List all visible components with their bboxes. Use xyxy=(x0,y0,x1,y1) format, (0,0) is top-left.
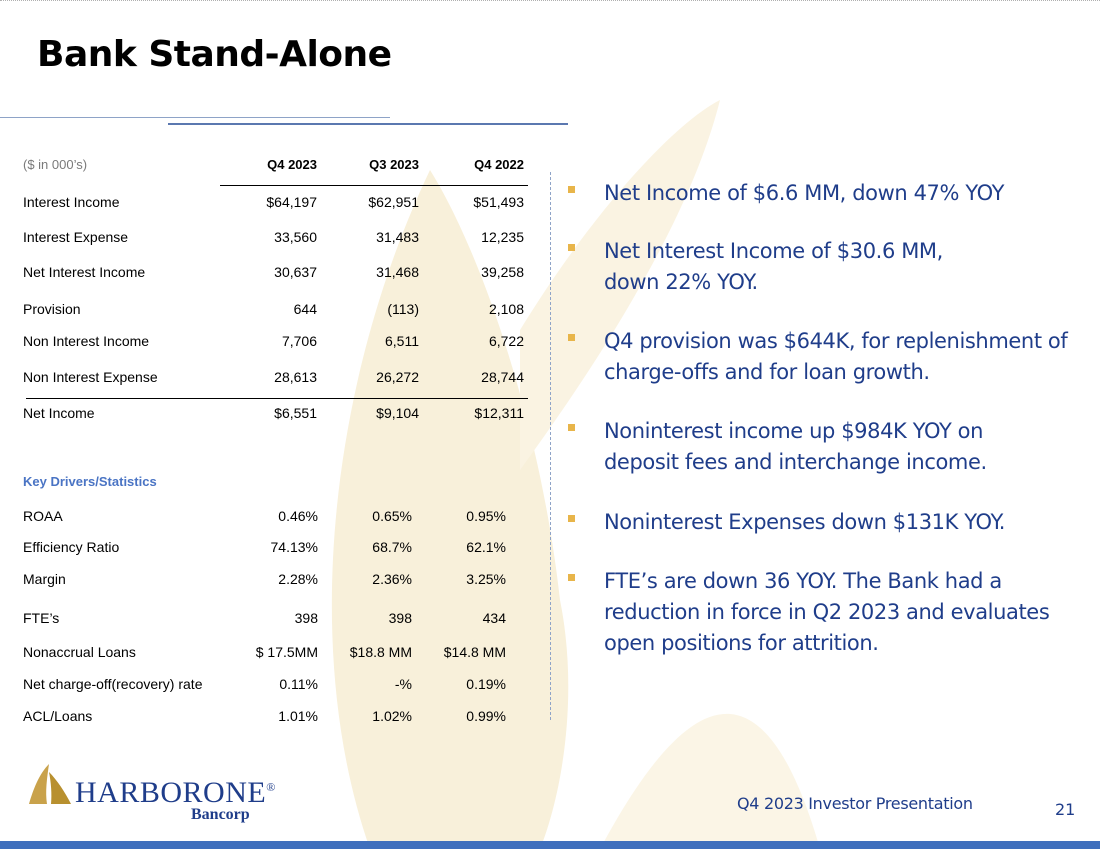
col-header: Q3 2023 xyxy=(369,157,419,172)
cell: $18.8 MM xyxy=(349,644,412,660)
cell: 28,744 xyxy=(481,369,524,385)
cell: $ 17.5MM xyxy=(255,644,318,660)
cell: 33,560 xyxy=(274,229,317,245)
top-dotted-border xyxy=(0,0,1100,1)
logo-subtitle: Bancorp xyxy=(191,806,250,823)
title-rule xyxy=(0,117,390,118)
harborone-logo: HARBORONE® Bancorp xyxy=(25,762,285,832)
cell: 6,511 xyxy=(385,333,419,349)
footer-presentation-label: Q4 2023 Investor Presentation xyxy=(737,794,973,813)
cell: 2.28% xyxy=(278,571,318,587)
row-label: Net charge-off(recovery) rate xyxy=(23,676,203,692)
bullet-square-icon xyxy=(568,244,575,251)
bullet-square-icon xyxy=(568,424,575,431)
cell: 31,468 xyxy=(376,264,419,280)
cell: 0.46% xyxy=(278,508,318,524)
page-title: Bank Stand-Alone xyxy=(37,34,392,75)
cell: 2.36% xyxy=(372,571,412,587)
bullet-text: FTE’s are down 36 YOY. The Bank had a re… xyxy=(604,569,1050,655)
cell: -% xyxy=(394,676,412,692)
logo-name-part1: HARBOR xyxy=(75,776,204,809)
bullet-square-icon xyxy=(568,515,575,522)
row-label: Net Income xyxy=(23,405,95,421)
cell: 434 xyxy=(482,610,506,626)
row-label: ROAA xyxy=(23,508,63,524)
cell: $9,104 xyxy=(376,405,419,421)
cell: 1.02% xyxy=(372,708,412,724)
bullet-text: Q4 provision was $644K, for replenishmen… xyxy=(604,329,1068,384)
cell: 26,272 xyxy=(376,369,419,385)
bullet-text: Net Income of $6.6 MM, down 47% YOY xyxy=(604,181,1005,205)
bullet-square-icon xyxy=(568,574,575,581)
row-label: Margin xyxy=(23,571,66,587)
cell: 12,235 xyxy=(481,229,524,245)
cell: $12,311 xyxy=(474,405,524,421)
cell: 74.13% xyxy=(270,539,318,555)
row-label: Net Interest Income xyxy=(23,264,146,280)
cell: 644 xyxy=(293,301,317,317)
cell: 1.01% xyxy=(278,708,318,724)
row-label: Efficiency Ratio xyxy=(23,539,120,555)
row-label: Nonaccrual Loans xyxy=(23,644,136,660)
units-label: ($ in 000’s) xyxy=(23,157,88,172)
bullet-text: Net Interest Income of $30.6 MM, down 22… xyxy=(604,239,943,294)
header-rule xyxy=(220,185,528,186)
cell: (113) xyxy=(387,301,419,317)
bullet-square-icon xyxy=(568,186,575,193)
cell: 30,637 xyxy=(274,264,317,280)
cell: 39,258 xyxy=(481,264,524,280)
bullet-text: Noninterest Expenses down $131K YOY. xyxy=(604,510,1005,534)
cell: 2,108 xyxy=(488,301,524,317)
cell: 62.1% xyxy=(466,539,506,555)
registered-mark: ® xyxy=(266,780,276,794)
bullet-square-icon xyxy=(568,334,575,341)
page-number: 21 xyxy=(1055,800,1076,819)
cell: 0.65% xyxy=(372,508,412,524)
row-label: FTE’s xyxy=(23,610,60,626)
cell: 28,613 xyxy=(274,369,317,385)
cell: 68.7% xyxy=(372,539,412,555)
cell: 7,706 xyxy=(281,333,317,349)
cell: 3.25% xyxy=(466,571,506,587)
cell: 31,483 xyxy=(376,229,419,245)
column-divider xyxy=(550,172,551,720)
row-label: ACL/Loans xyxy=(23,708,93,724)
title-rule-accent xyxy=(168,123,568,125)
cell: $6,551 xyxy=(274,405,317,421)
cell: 6,722 xyxy=(488,333,524,349)
cell: $64,197 xyxy=(266,194,317,210)
cell: 0.95% xyxy=(466,508,506,524)
key-drivers-title: Key Drivers/Statistics xyxy=(23,474,157,489)
col-header: Q4 2022 xyxy=(474,157,524,172)
row-label: Provision xyxy=(23,301,81,317)
row-label: Interest Expense xyxy=(23,229,129,245)
cell: $62,951 xyxy=(368,194,419,210)
cell: $14.8 MM xyxy=(443,644,506,660)
net-income-rule xyxy=(26,398,528,399)
cell: 398 xyxy=(294,610,318,626)
logo-name-part2: ONE xyxy=(203,776,267,809)
footer-bar xyxy=(0,841,1100,849)
row-label: Interest Income xyxy=(23,194,120,210)
bullet-text: Noninterest income up $984K YOY on depos… xyxy=(604,419,987,474)
col-header: Q4 2023 xyxy=(267,157,317,172)
cell: 0.19% xyxy=(466,676,506,692)
row-label: Non Interest Expense xyxy=(23,369,158,385)
cell: 0.99% xyxy=(466,708,506,724)
logo-wordmark: HARBORONE® xyxy=(75,776,276,810)
cell: 0.11% xyxy=(279,676,318,692)
sail-logo-icon xyxy=(29,764,71,804)
row-label: Non Interest Income xyxy=(23,333,150,349)
cell: $51,493 xyxy=(473,194,524,210)
cell: 398 xyxy=(388,610,412,626)
